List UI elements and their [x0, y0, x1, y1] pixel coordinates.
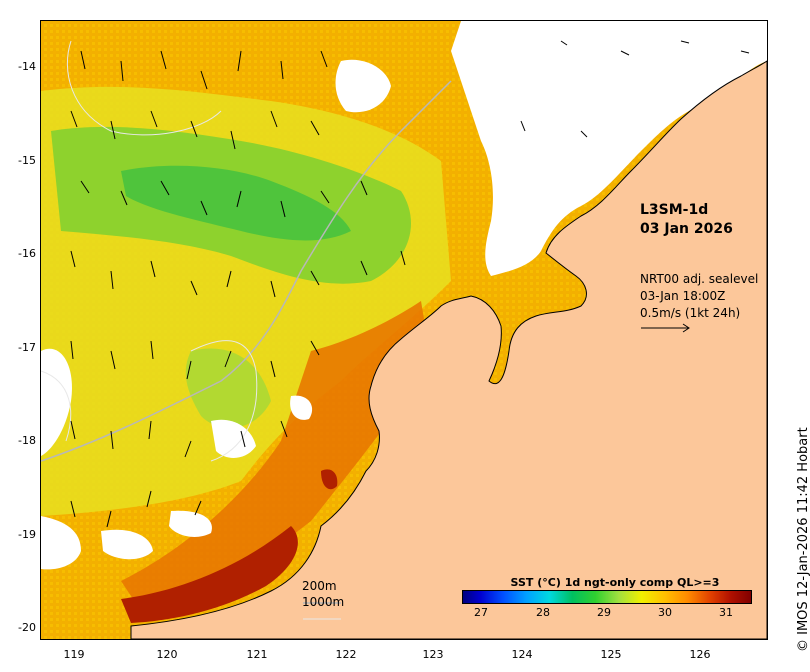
map-frame: [40, 20, 768, 640]
cloud-mask-7: [290, 395, 313, 420]
x-tick-label: 123: [422, 648, 444, 661]
x-tick-label: 126: [689, 648, 711, 661]
colorbar-tick-label: 28: [536, 606, 550, 619]
cloud-mask-ne: [451, 21, 767, 276]
y-tick-label: -18: [18, 434, 36, 447]
vector-time: 03-Jan 18:00Z: [640, 289, 726, 303]
x-tick-label: 122: [335, 648, 357, 661]
colorbar-title: SST (°C) 1d ngt-only comp QL>=3: [510, 576, 720, 589]
cloud-mask-1: [335, 59, 391, 113]
vector-scale: 0.5m/s (1kt 24h): [640, 306, 741, 320]
cloud-mask-2: [41, 348, 72, 456]
sst-green-zone-2: [121, 165, 351, 241]
cloud-mask-4: [41, 516, 81, 570]
x-tick-label: 124: [511, 648, 533, 661]
vector-legend: NRT00 adj. sealevel 03-Jan 18:00Z 0.5m/s…: [640, 271, 758, 322]
sst-map: [41, 21, 767, 639]
y-tick-label: -14: [18, 60, 36, 73]
isobath-200m: [41, 80, 452, 462]
x-tick-label: 125: [600, 648, 622, 661]
y-tick-label: -20: [18, 621, 36, 634]
isobath-200m-label: 200m: [302, 579, 337, 593]
vector-source: NRT00 adj. sealevel: [640, 272, 759, 286]
land-mass: [130, 60, 767, 639]
sst-green-zone-3: [185, 348, 271, 428]
product-name: L3SM-1d: [640, 202, 709, 218]
y-tick-label: -16: [18, 247, 36, 260]
x-tick-label: 120: [156, 648, 178, 661]
product-date: 03 Jan 2026: [640, 221, 733, 237]
isobath-legend: 200m 1000m: [302, 578, 344, 610]
isobath-1000m-label: 1000m: [302, 595, 345, 609]
y-tick-label: -15: [18, 154, 36, 167]
y-tick-label: -19: [18, 528, 36, 541]
colorbar-tick-label: 27: [474, 606, 488, 619]
isobath-1000m: [41, 40, 258, 462]
y-tick-label: -17: [18, 341, 36, 354]
copyright-text: © IMOS 12-Jan-2026 11:42 Hobart: [796, 427, 810, 652]
colorbar: [462, 590, 752, 604]
colorbar-tick-label: 30: [658, 606, 672, 619]
colorbar-tick-label: 29: [597, 606, 611, 619]
current-vectors: [70, 40, 750, 528]
cloud-mask-6: [169, 510, 212, 537]
sst-hot-patch: [321, 469, 338, 490]
reference-vector-arrow: [641, 323, 690, 333]
product-label: L3SM-1d 03 Jan 2026: [640, 201, 733, 239]
cloud-mask-5: [101, 529, 153, 560]
colorbar-tick-label: 31: [719, 606, 733, 619]
x-tick-label: 121: [246, 648, 268, 661]
x-tick-label: 119: [63, 648, 85, 661]
cloud-mask-3: [211, 419, 256, 458]
sst-hot-coast: [121, 526, 298, 623]
